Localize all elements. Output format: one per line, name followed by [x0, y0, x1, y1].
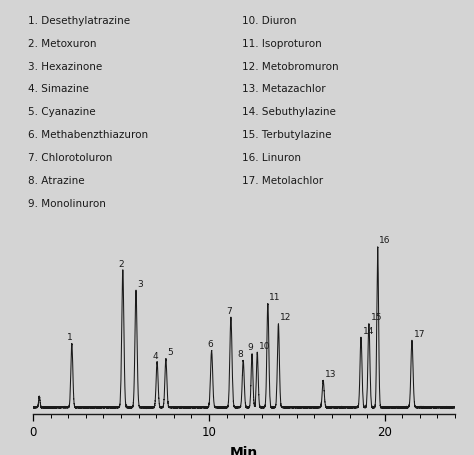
- Text: 4: 4: [153, 352, 158, 361]
- Text: 8. Atrazine: 8. Atrazine: [28, 176, 84, 186]
- Text: 15. Terbutylazine: 15. Terbutylazine: [242, 130, 331, 140]
- Text: 10. Diuron: 10. Diuron: [242, 15, 296, 25]
- Text: 7: 7: [226, 307, 232, 315]
- Text: 10: 10: [259, 342, 270, 351]
- Text: 3: 3: [138, 280, 144, 289]
- Text: 6. Methabenzthiazuron: 6. Methabenzthiazuron: [28, 130, 148, 140]
- X-axis label: Min: Min: [230, 446, 258, 455]
- Text: 8: 8: [238, 350, 244, 359]
- Text: 14: 14: [363, 327, 374, 336]
- Text: 13: 13: [325, 370, 337, 379]
- Text: 12. Metobromuron: 12. Metobromuron: [242, 61, 338, 71]
- Text: 9. Monolinuron: 9. Monolinuron: [28, 199, 106, 209]
- Text: 17. Metolachlor: 17. Metolachlor: [242, 176, 323, 186]
- Text: 6: 6: [207, 340, 213, 349]
- Text: 16: 16: [379, 237, 391, 245]
- Text: 1: 1: [67, 333, 73, 342]
- Text: 15: 15: [371, 313, 382, 322]
- Text: 5: 5: [168, 348, 173, 357]
- Text: 4. Simazine: 4. Simazine: [28, 85, 89, 95]
- Text: 13. Metazachlor: 13. Metazachlor: [242, 85, 325, 95]
- Text: 16. Linuron: 16. Linuron: [242, 153, 301, 163]
- Text: 14. Sebuthylazine: 14. Sebuthylazine: [242, 107, 336, 117]
- Text: 1. Desethylatrazine: 1. Desethylatrazine: [28, 15, 130, 25]
- Text: 7. Chlorotoluron: 7. Chlorotoluron: [28, 153, 112, 163]
- Text: 17: 17: [414, 330, 425, 339]
- Text: 2: 2: [118, 260, 124, 269]
- Text: 12: 12: [280, 313, 292, 322]
- Text: 9: 9: [247, 343, 253, 352]
- Text: 5. Cyanazine: 5. Cyanazine: [28, 107, 95, 117]
- Text: 3. Hexazinone: 3. Hexazinone: [28, 61, 102, 71]
- Text: 2. Metoxuron: 2. Metoxuron: [28, 39, 96, 49]
- Text: 11: 11: [269, 293, 281, 302]
- Text: 11. Isoproturon: 11. Isoproturon: [242, 39, 321, 49]
